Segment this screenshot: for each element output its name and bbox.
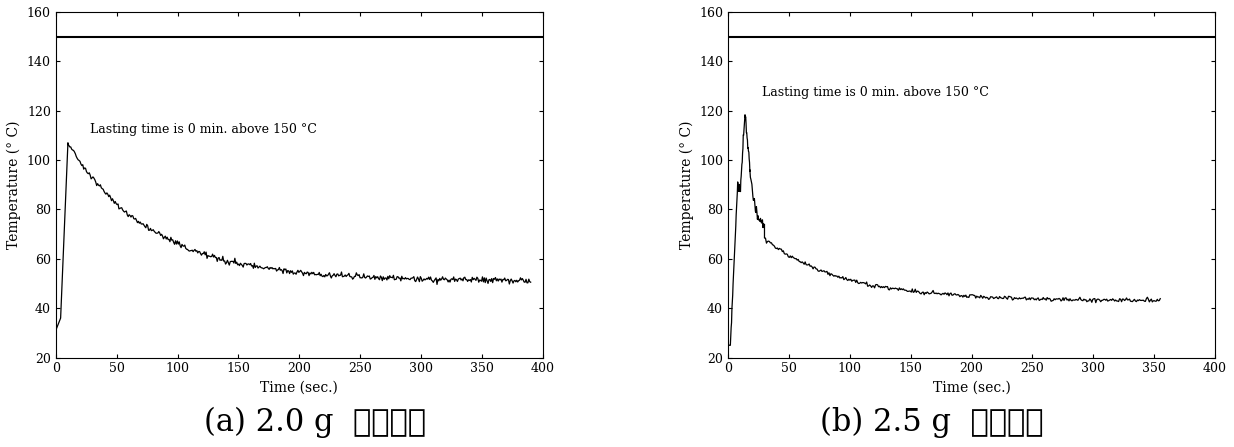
Text: Lasting time is 0 min. above 150 °C: Lasting time is 0 min. above 150 °C xyxy=(90,123,317,136)
Text: (a) 2.0 g  固体材料: (a) 2.0 g 固体材料 xyxy=(204,407,426,438)
Y-axis label: Temperature (° C): Temperature (° C) xyxy=(679,121,694,249)
X-axis label: Time (sec.): Time (sec.) xyxy=(260,381,338,395)
Text: (b) 2.5 g  固体材料: (b) 2.5 g 固体材料 xyxy=(819,407,1044,438)
Y-axis label: Temperature (° C): Temperature (° C) xyxy=(7,121,21,249)
Text: Lasting time is 0 min. above 150 °C: Lasting time is 0 min. above 150 °C xyxy=(763,86,988,99)
X-axis label: Time (sec.): Time (sec.) xyxy=(933,381,1011,395)
